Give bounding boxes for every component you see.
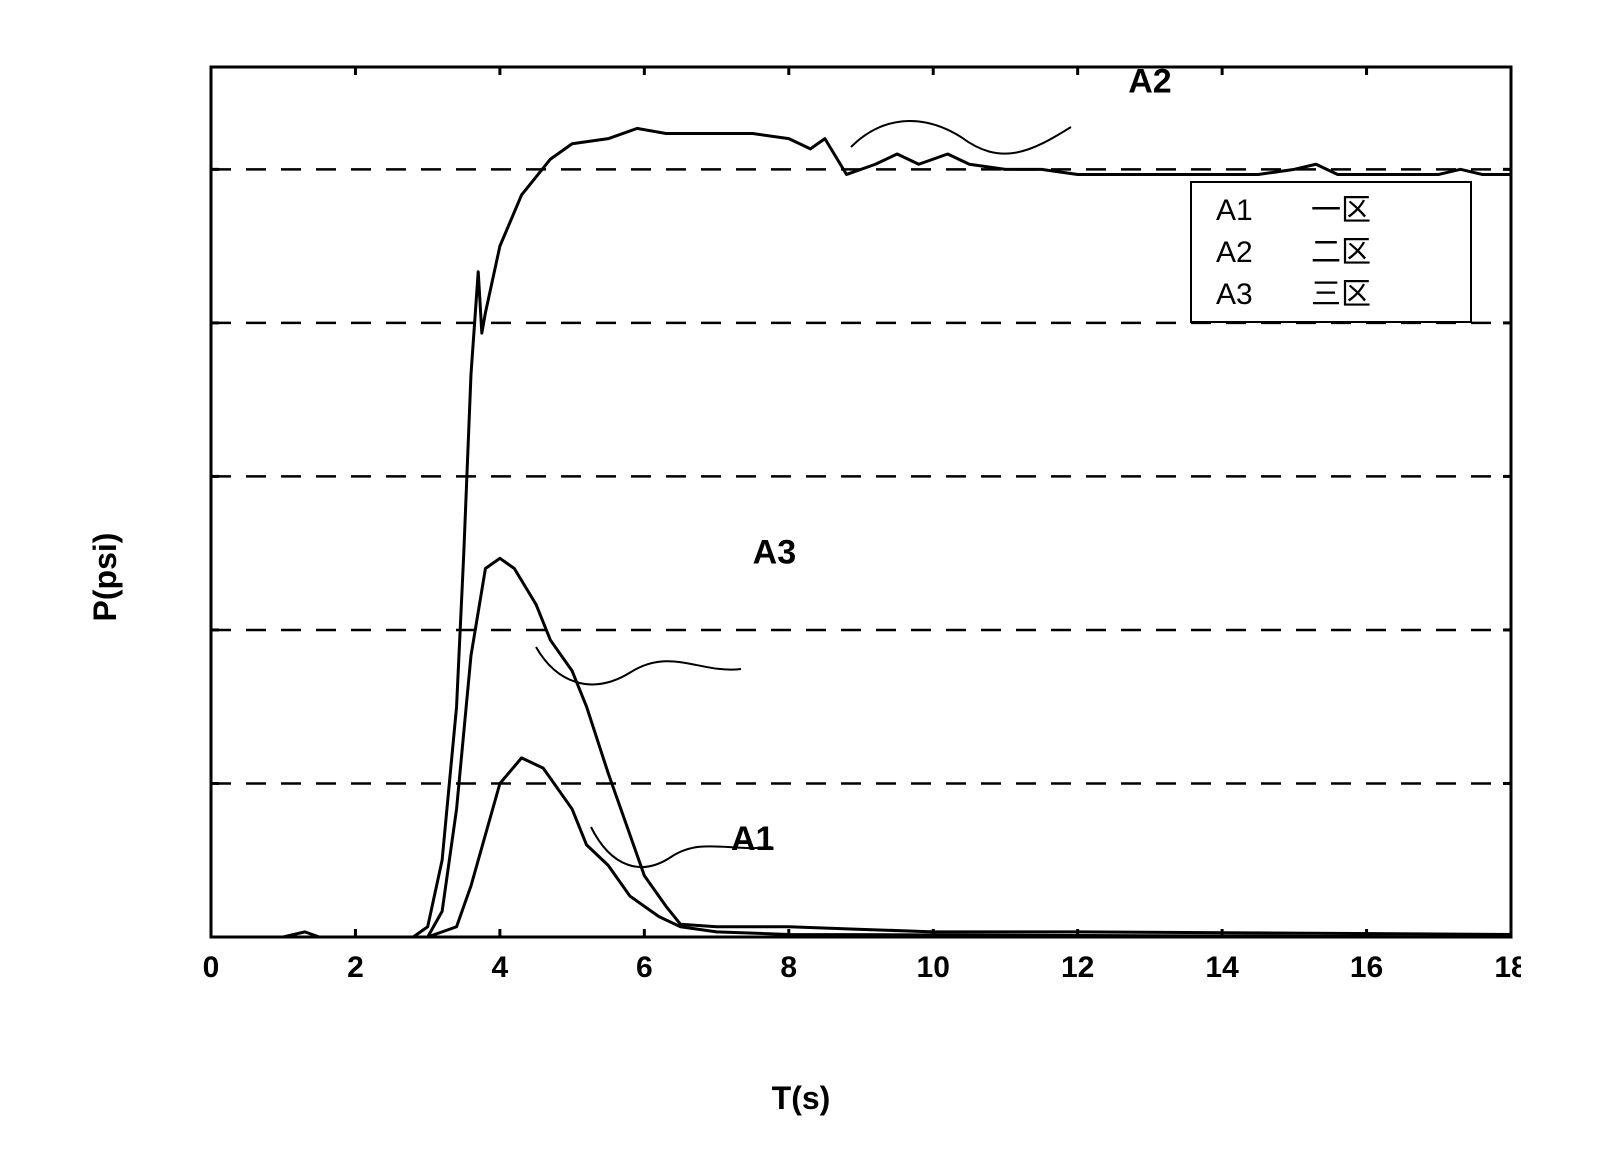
svg-text:0: 0: [203, 951, 220, 984]
svg-text:16: 16: [1350, 951, 1383, 984]
plot-area: 0246810121416180.00.30.60.91.21.5A1A2A3A…: [201, 57, 1521, 1007]
svg-text:A1: A1: [1216, 194, 1253, 227]
chart-container: P(psi) T(s) 0246810121416180.00.30.60.91…: [51, 27, 1551, 1127]
y-axis-label: P(psi): [87, 532, 124, 621]
svg-text:A3: A3: [1216, 278, 1253, 311]
svg-text:A3: A3: [753, 533, 796, 571]
x-axis-label: T(s): [772, 1080, 831, 1117]
svg-text:二区: 二区: [1311, 236, 1371, 269]
svg-text:2: 2: [347, 951, 364, 984]
svg-text:6: 6: [636, 951, 653, 984]
chart-svg: 0246810121416180.00.30.60.91.21.5A1A2A3A…: [201, 57, 1521, 1007]
svg-text:4: 4: [492, 951, 509, 984]
svg-text:A1: A1: [731, 820, 774, 858]
svg-text:三区: 三区: [1311, 278, 1371, 311]
svg-text:一区: 一区: [1311, 194, 1371, 227]
svg-text:8: 8: [780, 951, 797, 984]
svg-text:14: 14: [1205, 951, 1239, 984]
svg-text:18: 18: [1494, 951, 1521, 984]
svg-text:10: 10: [917, 951, 950, 984]
svg-text:A2: A2: [1216, 236, 1253, 269]
svg-text:12: 12: [1061, 951, 1094, 984]
svg-text:A2: A2: [1128, 62, 1171, 100]
